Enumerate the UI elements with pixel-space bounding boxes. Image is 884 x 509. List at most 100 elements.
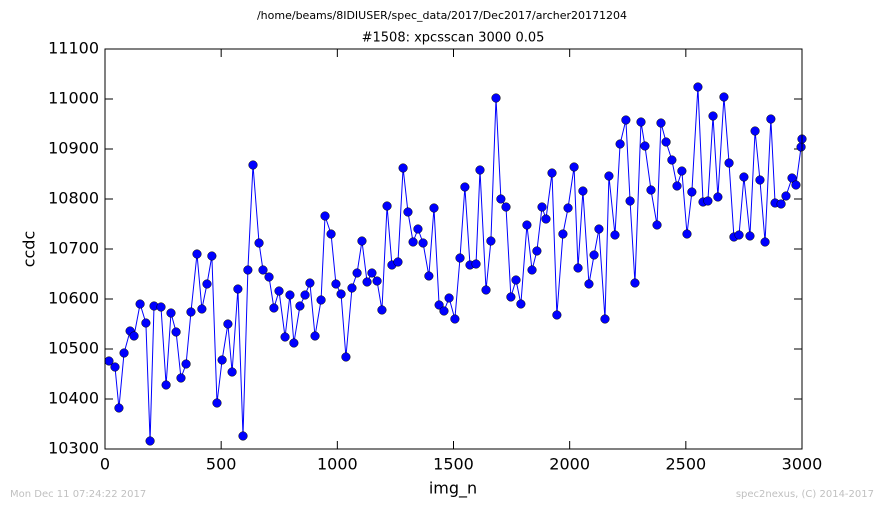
data-point [439, 306, 449, 316]
data-point [708, 111, 718, 121]
data-point [541, 214, 551, 224]
x-tick-label: 2000 [549, 455, 590, 474]
data-point [600, 314, 610, 324]
data-point [636, 117, 646, 127]
data-point [552, 310, 562, 320]
data-point [336, 289, 346, 299]
data-point [258, 265, 268, 275]
data-point [661, 137, 671, 147]
data-point [341, 352, 351, 362]
data-point [558, 229, 568, 239]
data-point [682, 229, 692, 239]
data-point [471, 259, 481, 269]
data-point [516, 299, 526, 309]
data-point [532, 246, 542, 256]
data-point [527, 265, 537, 275]
data-point [156, 302, 166, 312]
data-point [656, 118, 666, 128]
data-point [238, 431, 248, 441]
data-point [372, 276, 382, 286]
data-point [217, 355, 227, 365]
data-point [537, 202, 547, 212]
data-point [310, 331, 320, 341]
data-point [254, 238, 264, 248]
data-point [630, 278, 640, 288]
data-point [745, 231, 755, 241]
data-point [192, 249, 202, 259]
data-point [295, 301, 305, 311]
timestamp: Mon Dec 11 07:24:22 2017 [10, 489, 146, 500]
data-point [264, 272, 274, 282]
x-axis-label: img_n [429, 479, 477, 499]
data-point [181, 359, 191, 369]
data-point [506, 292, 516, 302]
data-point [667, 155, 677, 165]
data-point [615, 139, 625, 149]
data-line [108, 86, 803, 442]
data-point [444, 293, 454, 303]
data-point [326, 229, 336, 239]
x-tick-label: 1000 [317, 455, 358, 474]
data-point [672, 181, 682, 191]
y-tick-label: 10400 [48, 389, 99, 408]
data-point [352, 268, 362, 278]
data-point [589, 250, 599, 260]
y-axis-label: ccdc [20, 231, 39, 268]
data-point [289, 338, 299, 348]
data-point [408, 237, 418, 247]
data-point [377, 305, 387, 315]
data-point [166, 308, 176, 318]
data-point [285, 290, 295, 300]
data-point [320, 211, 330, 221]
data-point [491, 93, 501, 103]
data-point [475, 165, 485, 175]
data-point [269, 303, 279, 313]
file-path: /home/beams/8IDIUSER/spec_data/2017/Dec2… [257, 9, 627, 22]
data-point [787, 173, 797, 183]
data-point [584, 279, 594, 289]
data-point [760, 237, 770, 247]
data-point [781, 191, 791, 201]
data-point [501, 202, 511, 212]
data-point [398, 163, 408, 173]
data-point [755, 175, 765, 185]
data-point [719, 92, 729, 102]
data-point [197, 304, 207, 314]
data-point [161, 380, 171, 390]
data-point [594, 224, 604, 234]
data-point [766, 114, 776, 124]
y-tick-label: 11000 [48, 89, 99, 108]
data-point [347, 283, 357, 293]
credit: spec2nexus, (C) 2014-2017 [736, 489, 874, 500]
data-point [331, 279, 341, 289]
data-point [455, 253, 465, 263]
data-point [186, 307, 196, 317]
data-point [382, 201, 392, 211]
data-point [176, 373, 186, 383]
data-point [248, 160, 258, 170]
data-point [796, 142, 806, 152]
data-point [739, 172, 749, 182]
data-point [677, 166, 687, 176]
data-point [703, 196, 713, 206]
data-point [652, 220, 662, 230]
data-point [429, 203, 439, 213]
data-point [171, 327, 181, 337]
data-point [687, 187, 697, 197]
data-point [434, 300, 444, 310]
y-tick-label: 11100 [48, 39, 99, 58]
data-point [135, 299, 145, 309]
data-point [693, 82, 703, 92]
y-tick-label: 10500 [48, 339, 99, 358]
data-point [367, 268, 377, 278]
x-tick-label: 0 [100, 455, 110, 474]
data-point [141, 318, 151, 328]
data-point [227, 367, 237, 377]
x-tick-label: 3000 [782, 455, 823, 474]
x-tick-label: 1500 [433, 455, 474, 474]
data-point [233, 284, 243, 294]
data-point [610, 230, 620, 240]
data-point [724, 158, 734, 168]
data-point [274, 286, 284, 296]
